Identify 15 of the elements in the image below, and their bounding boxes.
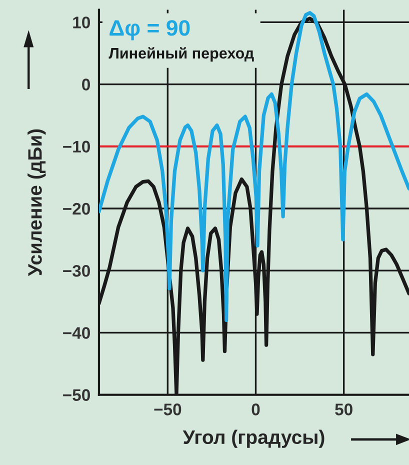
y-tick-label: −20 <box>63 202 90 215</box>
y-tick-label: −30 <box>63 264 90 277</box>
y-tick-label: 0 <box>82 78 90 90</box>
y-tick-label: −10 <box>63 140 90 153</box>
y-tick-label: −50 <box>63 389 90 401</box>
x-tick-label: −50 <box>154 404 182 416</box>
x-tick-label: 0 <box>252 404 260 416</box>
x-axis-title: Угол (градусы) <box>182 430 324 448</box>
line-series <box>98 11 409 322</box>
text: Δφ = 90 <box>110 20 190 40</box>
y-tick-label: −40 <box>63 327 90 339</box>
y-tick-label: 10 <box>73 16 90 28</box>
x-tick-label: 50 <box>335 404 352 416</box>
y-axis-title: Усиление (дБи) <box>28 129 46 276</box>
text: Линейный переход <box>108 47 254 62</box>
